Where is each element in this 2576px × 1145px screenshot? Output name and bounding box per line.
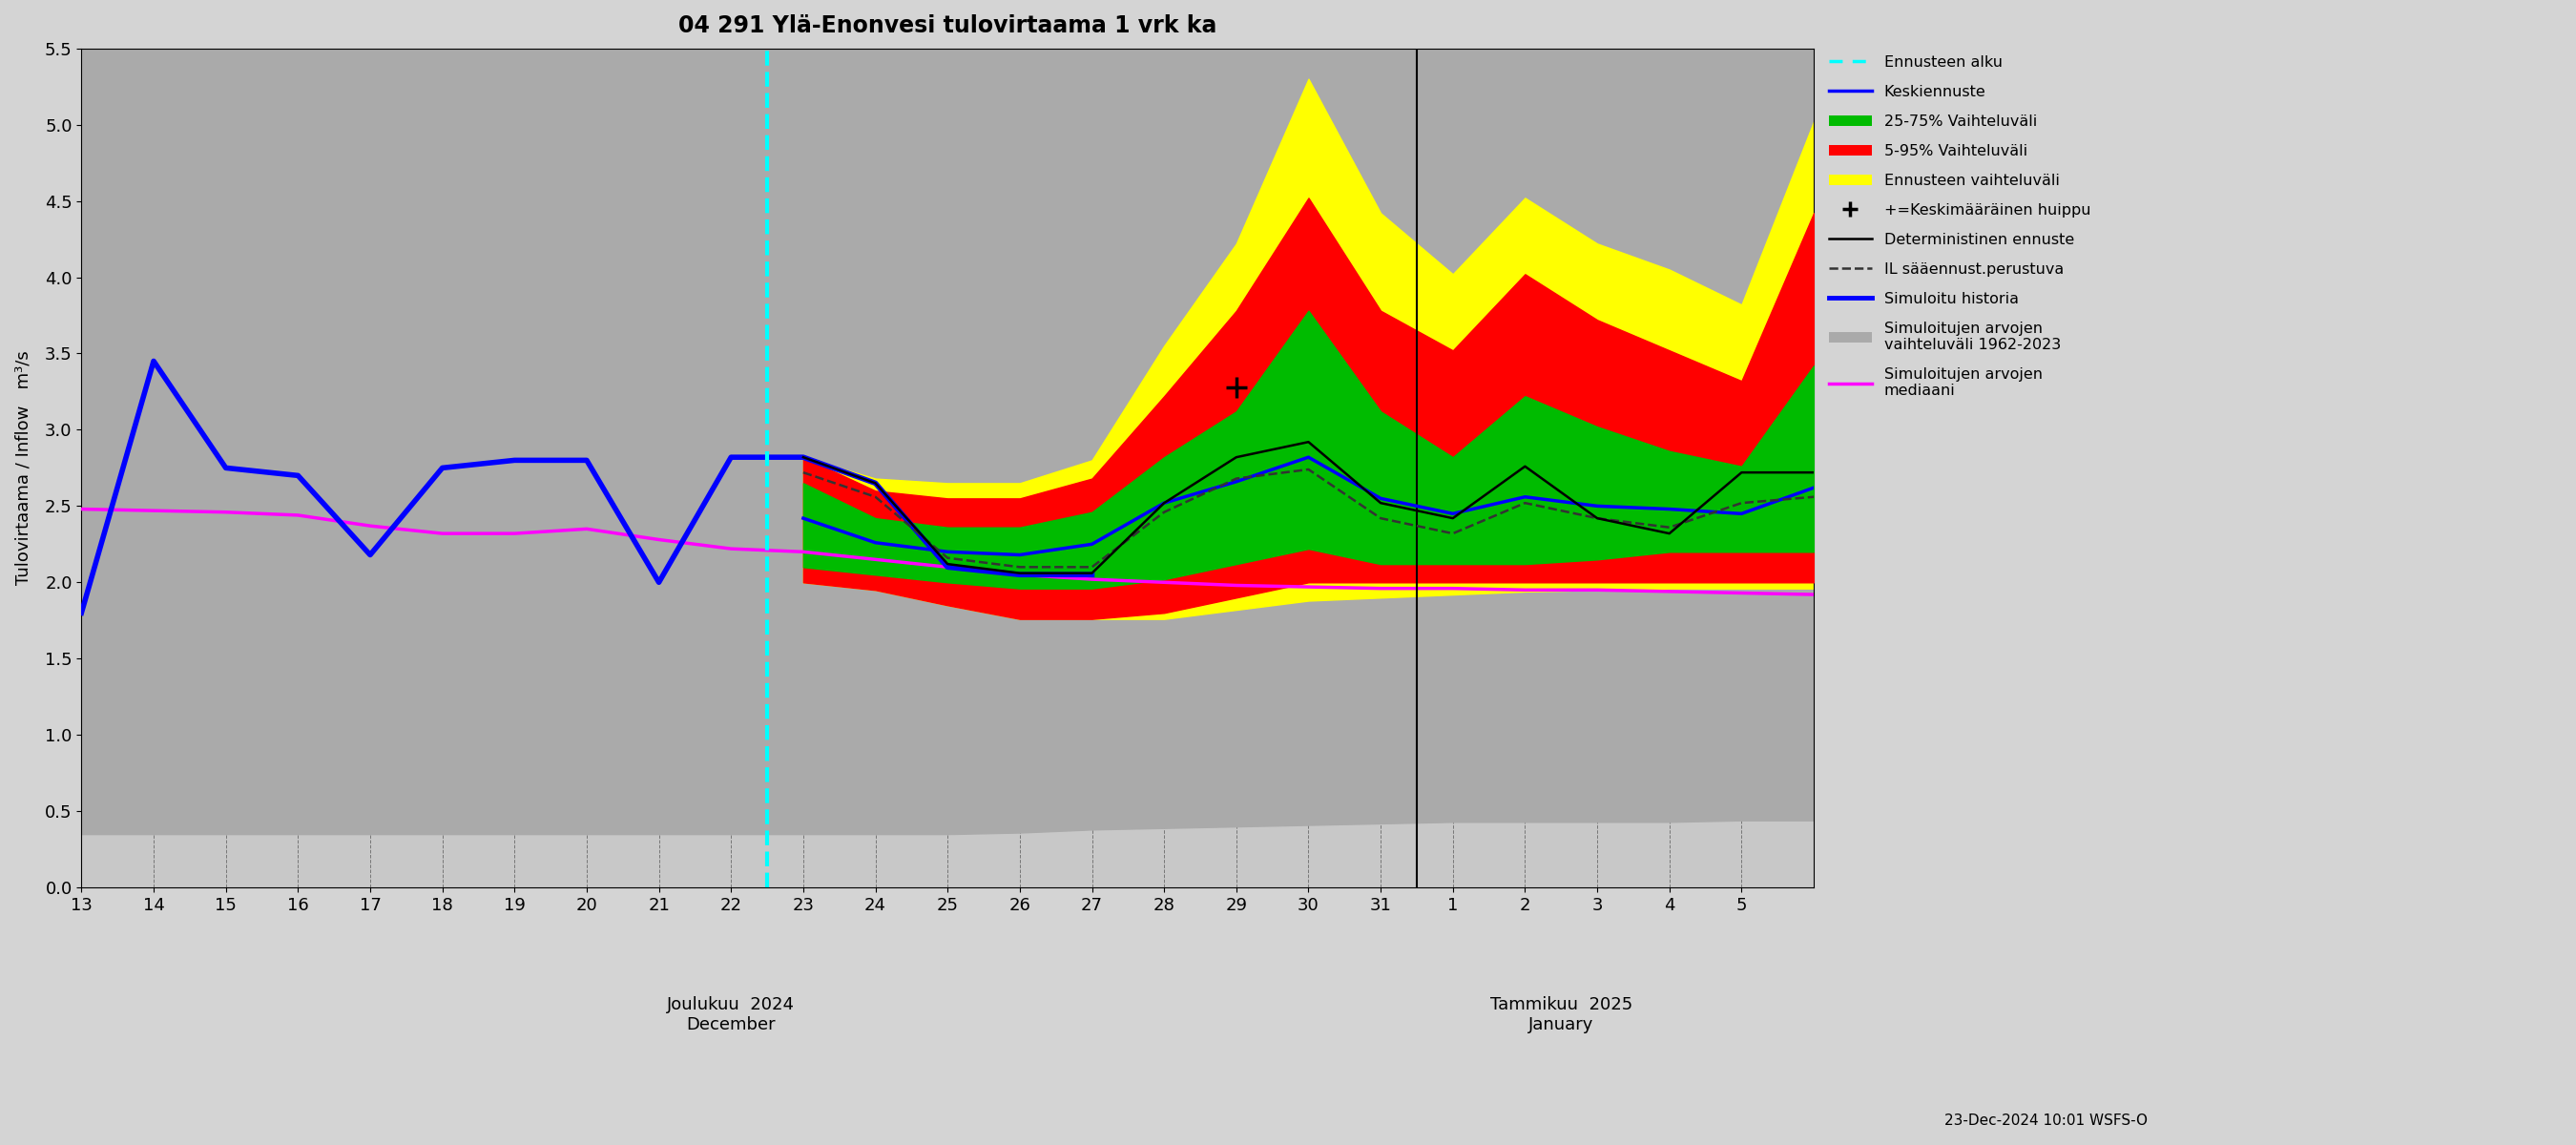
Text: 23-Dec-2024 10:01 WSFS-O: 23-Dec-2024 10:01 WSFS-O [1945,1113,2148,1128]
Legend: Ennusteen alku, Keskiennuste, 25-75% Vaihteluväli, 5-95% Vaihteluväli, Ennusteen: Ennusteen alku, Keskiennuste, 25-75% Vai… [1821,48,2097,405]
Text: Tammikuu  2025
January: Tammikuu 2025 January [1489,996,1633,1034]
Y-axis label: Tulovirtaama / Inflow   m³/s: Tulovirtaama / Inflow m³/s [15,350,31,585]
Title: 04 291 Ylä-Enonvesi tulovirtaama 1 vrk ka: 04 291 Ylä-Enonvesi tulovirtaama 1 vrk k… [677,14,1216,37]
Text: Joulukuu  2024
December: Joulukuu 2024 December [667,996,796,1034]
